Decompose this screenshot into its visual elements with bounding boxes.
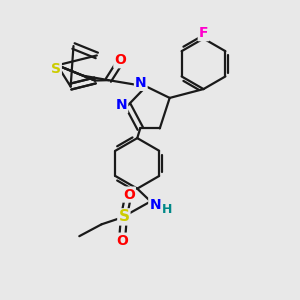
Text: O: O — [123, 188, 135, 202]
Text: S: S — [51, 62, 61, 76]
Text: N: N — [135, 76, 147, 90]
Text: O: O — [114, 53, 126, 67]
Text: S: S — [118, 209, 129, 224]
Text: N: N — [116, 98, 127, 112]
Text: F: F — [199, 26, 208, 40]
Text: N: N — [149, 198, 161, 212]
Text: O: O — [116, 234, 128, 248]
Text: H: H — [162, 203, 172, 216]
